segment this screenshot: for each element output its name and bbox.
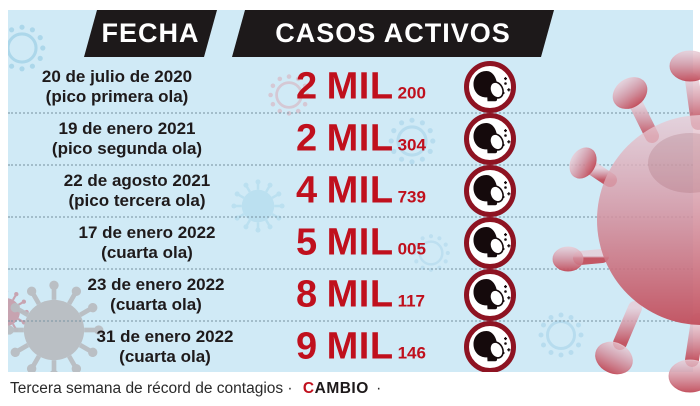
cases-thousands: 2 (296, 65, 318, 108)
footer-text: Tercera semana de récord de contagios · (10, 380, 293, 397)
table-row: 17 de enero 2022 (cuarta ola) 5 MIL 005 (8, 218, 693, 270)
date-label: 22 de agosto 2021 (63, 170, 211, 190)
cases-value: 8 MIL 117 (296, 274, 425, 317)
header-casos-activos: CASOS ACTIVOS (232, 10, 554, 57)
cases-mil-label: MIL (326, 221, 394, 264)
cases-thousands: 5 (296, 221, 318, 264)
header-fecha: FECHA (84, 10, 217, 57)
coronavirus-illustration (552, 50, 700, 393)
table-row: 23 de enero 2022 (cuarta ola) 8 MIL 117 (8, 270, 693, 322)
masked-face-icon (463, 164, 517, 218)
table-row: 31 de enero 2022 (cuarta ola) 9 MIL 146 (8, 322, 693, 372)
cases-thousands: 2 (296, 117, 318, 160)
cases-mil-label: MIL (326, 325, 394, 368)
date-block: 23 de enero 2022 (cuarta ola) (41, 275, 271, 315)
date-block: 17 de enero 2022 (cuarta ola) (32, 223, 262, 263)
header-casos-activos-label: CASOS ACTIVOS (275, 18, 511, 48)
date-block: 20 de julio de 2020 (pico primera ola) (8, 67, 232, 107)
date-note: (pico segunda ola) (51, 139, 203, 158)
date-note: (cuarta ola) (101, 243, 193, 262)
date-note: (pico primera ola) (45, 87, 189, 106)
brand-logo: AMBIO (314, 380, 369, 397)
masked-face-icon (463, 216, 517, 270)
masked-face-icon (463, 60, 517, 114)
infographic-panel: 20 de julio de 2020 (pico primera ola) 2… (8, 10, 693, 372)
date-label: 19 de enero 2021 (58, 118, 196, 138)
cases-remainder: 005 (397, 239, 426, 259)
cases-remainder: 304 (397, 135, 426, 155)
cases-remainder: 146 (397, 343, 426, 363)
date-label: 17 de enero 2022 (78, 222, 216, 242)
cases-value: 5 MIL 005 (296, 222, 426, 265)
cases-value: 2 MIL 200 (296, 66, 426, 109)
cases-mil-label: MIL (326, 273, 394, 316)
table-row: 22 de agosto 2021 (pico tercera ola) 4 M… (8, 166, 693, 218)
masked-face-icon (463, 268, 517, 322)
cases-value: 2 MIL 304 (296, 118, 426, 161)
cases-remainder: 200 (397, 83, 426, 103)
date-block: 31 de enero 2022 (cuarta ola) (50, 327, 280, 367)
cases-mil-label: MIL (326, 117, 394, 160)
cases-value: 4 MIL 739 (296, 170, 426, 213)
cases-mil-label: MIL (326, 65, 394, 108)
cases-mil-label: MIL (326, 169, 394, 212)
cases-remainder: 117 (397, 291, 426, 311)
date-block: 22 de agosto 2021 (pico tercera ola) (22, 171, 252, 211)
date-note: (cuarta ola) (110, 295, 202, 314)
date-note: (cuarta ola) (119, 347, 211, 366)
date-label: 23 de enero 2022 (87, 274, 225, 294)
date-note: (pico tercera ola) (68, 191, 206, 210)
date-label: 31 de enero 2022 (96, 326, 234, 346)
masked-face-icon (463, 112, 517, 166)
masked-face-icon (463, 320, 517, 372)
cases-thousands: 4 (296, 169, 318, 212)
table-row: 20 de julio de 2020 (pico primera ola) 2… (8, 62, 693, 114)
header-fecha-label: FECHA (101, 18, 200, 48)
date-label: 20 de julio de 2020 (41, 66, 193, 86)
cases-remainder: 739 (397, 187, 426, 207)
footer-caption: Tercera semana de récord de contagios · … (10, 380, 384, 398)
cases-value: 9 MIL 146 (296, 326, 426, 369)
footer-tail-dot: · (376, 380, 382, 397)
cases-thousands: 8 (296, 273, 318, 316)
brand-logo-initial: C (302, 380, 315, 397)
date-block: 19 de enero 2021 (pico segunda ola) (12, 119, 242, 159)
cases-thousands: 9 (296, 325, 318, 368)
